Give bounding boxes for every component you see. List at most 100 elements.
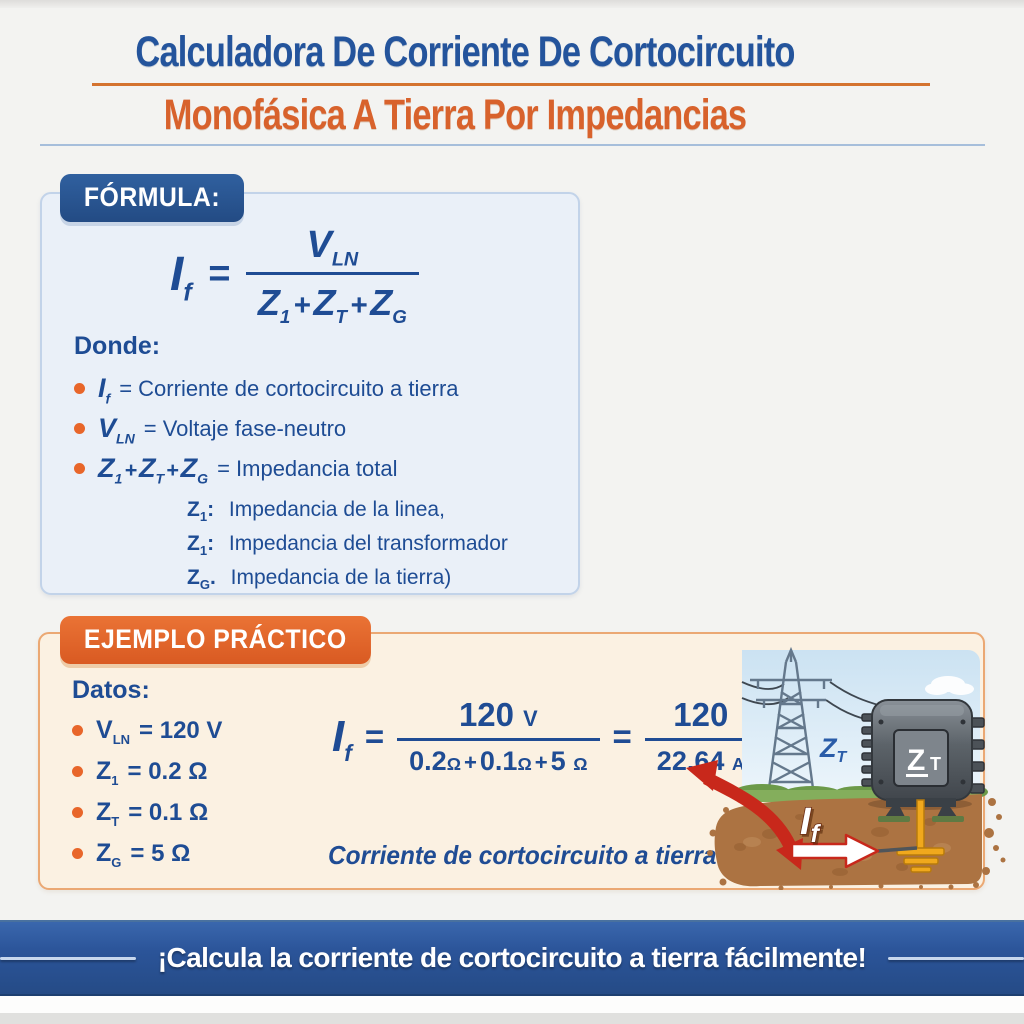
subnote-term: Z1: (187, 498, 215, 525)
subnote-text: Impedancia de la linea, (228, 498, 445, 521)
den-unit: Ω (573, 754, 588, 774)
datos-item-zt: ZT = 0.1 Ω (72, 798, 222, 829)
subnote-text: Impedancia del transformador (228, 532, 508, 555)
page-bottom-gray-strip (0, 1013, 1024, 1024)
den-unit: Ω (517, 754, 532, 774)
term-base: Z (187, 566, 200, 589)
term-base: I (98, 373, 106, 403)
page-title-line2: Monofásica A Tierra Por Impedancias (163, 91, 747, 139)
term-base: Z (98, 453, 115, 483)
result-numerator: 120 (673, 696, 729, 733)
datos-term: ZG (96, 839, 122, 870)
page-top-edge (0, 0, 1024, 8)
term-base: Z (96, 839, 112, 867)
term-plus: + (166, 457, 179, 482)
term-sub: 1 (114, 470, 123, 487)
subnote-line: ZG. Impedancia de la tierra) (187, 561, 574, 595)
datos-term: Z1 (96, 757, 119, 788)
where-description: = Impedancia total (217, 455, 398, 481)
where-term: If (98, 373, 111, 407)
zt-label-sub: T (837, 749, 848, 766)
if-current-label: If (800, 801, 822, 848)
banner-text: ¡Calcula la corriente de cortocircuito a… (157, 942, 867, 973)
ground-current-arrow-icon (790, 833, 880, 869)
datos-item-vln: VLN = 120 V (72, 716, 223, 746)
zt-blue-label: ZT (819, 733, 848, 766)
datos-term: VLN (96, 716, 130, 746)
ground-wire (877, 846, 918, 853)
example-calculation: If = 120 V 0.2Ω +0.1Ω +5 Ω = 120 22.64 A (332, 696, 757, 777)
term-sub: 1 (111, 773, 119, 788)
where-label: Donde: (74, 332, 161, 360)
datos-value: = 5 Ω (130, 839, 191, 867)
bullet-icon (72, 725, 83, 736)
example-badge: EJEMPLO PRÁCTICO (60, 616, 371, 664)
den-zg-sub: G (392, 306, 407, 328)
term-base: Z (187, 498, 200, 521)
page-title-line1: Calculadora De Corriente De Cortocircuit… (135, 28, 795, 76)
where-description: = Voltaje fase-neutro (143, 415, 347, 441)
term-sub: G (111, 855, 122, 870)
calc-num-unit: V (523, 706, 538, 731)
den-plus2: + (349, 289, 368, 322)
formula-badge: FÓRMULA: (60, 174, 244, 222)
den-plus1: + (293, 289, 311, 322)
transformer-icon: Z T (861, 699, 985, 822)
subnote-term: Z1: (187, 532, 214, 559)
if-label-base: I (800, 801, 812, 843)
term-sub: G (199, 577, 210, 593)
result-label: Corriente de cortocircuito a tierra: (328, 840, 725, 870)
transformer-panel-label-sub: T (930, 754, 941, 774)
illustration-grounding-scene: ZT (686, 646, 1006, 890)
numerator-base: V (306, 224, 332, 266)
den-unit: Ω (446, 754, 461, 774)
den-value: 0.2 (409, 746, 447, 776)
where-list: If = Corriente de cortocircuito a tierra… (74, 373, 574, 487)
formula-denominator: Z1 +ZT +ZG (245, 272, 419, 328)
term-sub: 1 (199, 509, 208, 525)
zt-label-base: Z (819, 733, 838, 763)
main-formula: If = VLN Z1 +ZT +ZG (170, 224, 419, 328)
term-sub: 1 (199, 543, 208, 559)
bullet-icon (74, 423, 85, 434)
where-item-vln: VLN = Voltaje fase-neutro (74, 413, 574, 445)
datos-list: VLN = 120 V Z1 = 0.2 Ω ZT = 0.1 Ω ZG = 5… (72, 716, 223, 870)
soil-speckles (707, 797, 1006, 890)
formula-equals: = (207, 252, 230, 295)
banner-right-line (888, 956, 1024, 960)
numerator-sub: LN (331, 248, 359, 271)
term-base: Z (96, 757, 112, 785)
formula-section-card: If = VLN Z1 +ZT +ZG Donde: If = Corriente … (40, 192, 580, 595)
bullet-icon (72, 807, 83, 818)
subnote-term: ZG. (187, 566, 216, 593)
term-sep: : (207, 498, 215, 521)
term-sub: G (197, 470, 209, 487)
den-plus: + (534, 750, 548, 775)
datos-item-zg: ZG = 5 Ω (72, 839, 222, 870)
result-den-unit: A (731, 754, 745, 774)
term-sub: T (111, 814, 120, 829)
page-bottom-white-strip (0, 996, 1024, 1013)
den-z1-base: Z (257, 282, 280, 323)
banner-left-line (0, 956, 136, 960)
transmission-tower-icon (750, 646, 832, 797)
datos-block: Datos: VLN = 120 V Z1 = 0.2 Ω ZT = 0.1 Ω… (72, 676, 222, 880)
term-sub: f (105, 390, 111, 407)
term-base: V (98, 413, 117, 443)
calc-denominator: 0.2Ω +0.1Ω +5 Ω (397, 738, 600, 777)
term-plus: + (124, 457, 137, 482)
calc-equals2: = (612, 717, 632, 755)
den-zt-sub: T (335, 306, 347, 328)
den-z1-sub: 1 (279, 306, 291, 328)
where-description: = Corriente de cortocircuito a tierra (119, 375, 459, 401)
den-value: 5 (550, 746, 566, 776)
formula-fraction: VLN Z1 +ZT +ZG (245, 224, 419, 328)
where-term: Z1+ZT+ZG (98, 453, 209, 487)
calc-lhs-base: I (332, 711, 345, 761)
impedance-subnotes: Z1: Impedancia de la linea, Z1: Impedanc… (187, 493, 574, 595)
calc-fraction: 120 V 0.2Ω +0.1Ω +5 Ω (397, 696, 600, 777)
datos-value: = 120 V (139, 716, 223, 744)
bullet-icon (74, 463, 85, 474)
term-base: Z (180, 453, 198, 483)
calc-lhs: If (332, 711, 352, 764)
